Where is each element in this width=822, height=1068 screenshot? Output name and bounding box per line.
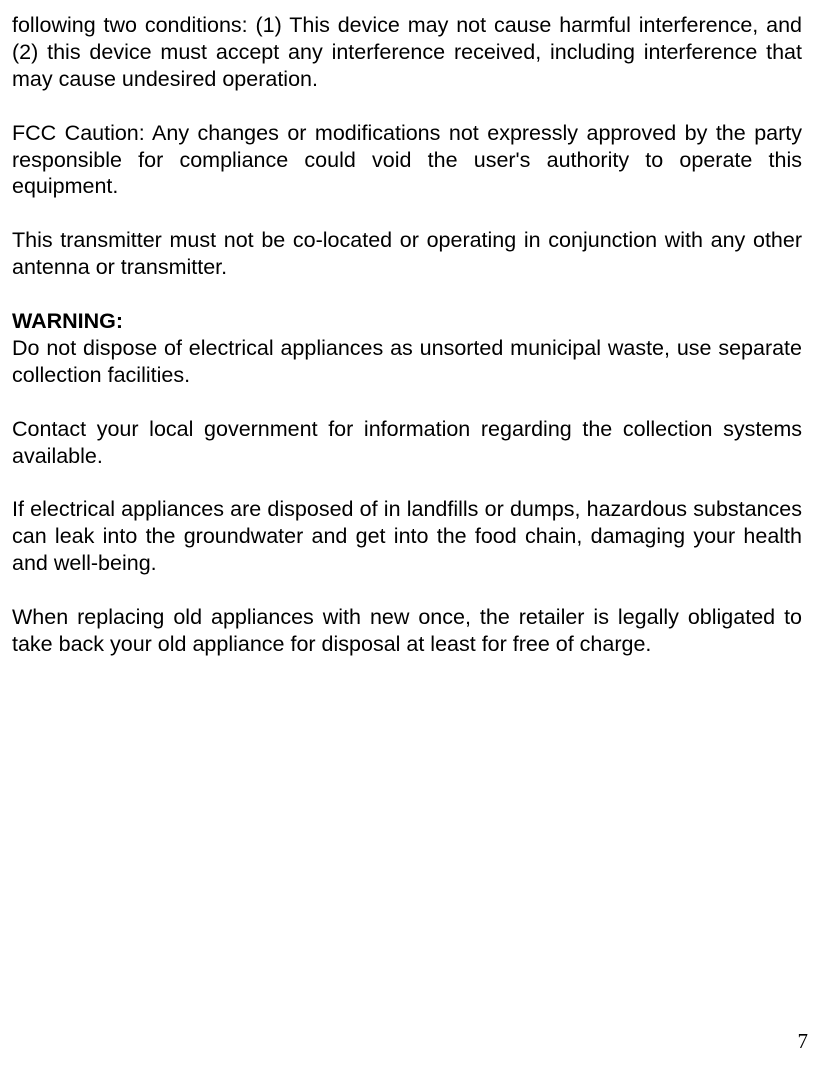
paragraph-landfills: If electrical appliances are disposed of… (12, 496, 802, 577)
paragraph-disposal: Do not dispose of electrical appliances … (12, 335, 802, 389)
paragraph-fcc-caution: FCC Caution: Any changes or modification… (12, 120, 802, 201)
warning-block: WARNING: Do not dispose of electrical ap… (12, 308, 802, 389)
paragraph-fcc-conditions: following two conditions: (1) This devic… (12, 12, 802, 93)
warning-heading: WARNING: (12, 308, 802, 335)
paragraph-contact-government: Contact your local government for inform… (12, 416, 802, 470)
paragraph-retailer: When replacing old appliances with new o… (12, 604, 802, 658)
page-number: 7 (798, 1029, 809, 1054)
page-content: following two conditions: (1) This devic… (0, 0, 822, 658)
paragraph-transmitter: This transmitter must not be co-located … (12, 227, 802, 281)
